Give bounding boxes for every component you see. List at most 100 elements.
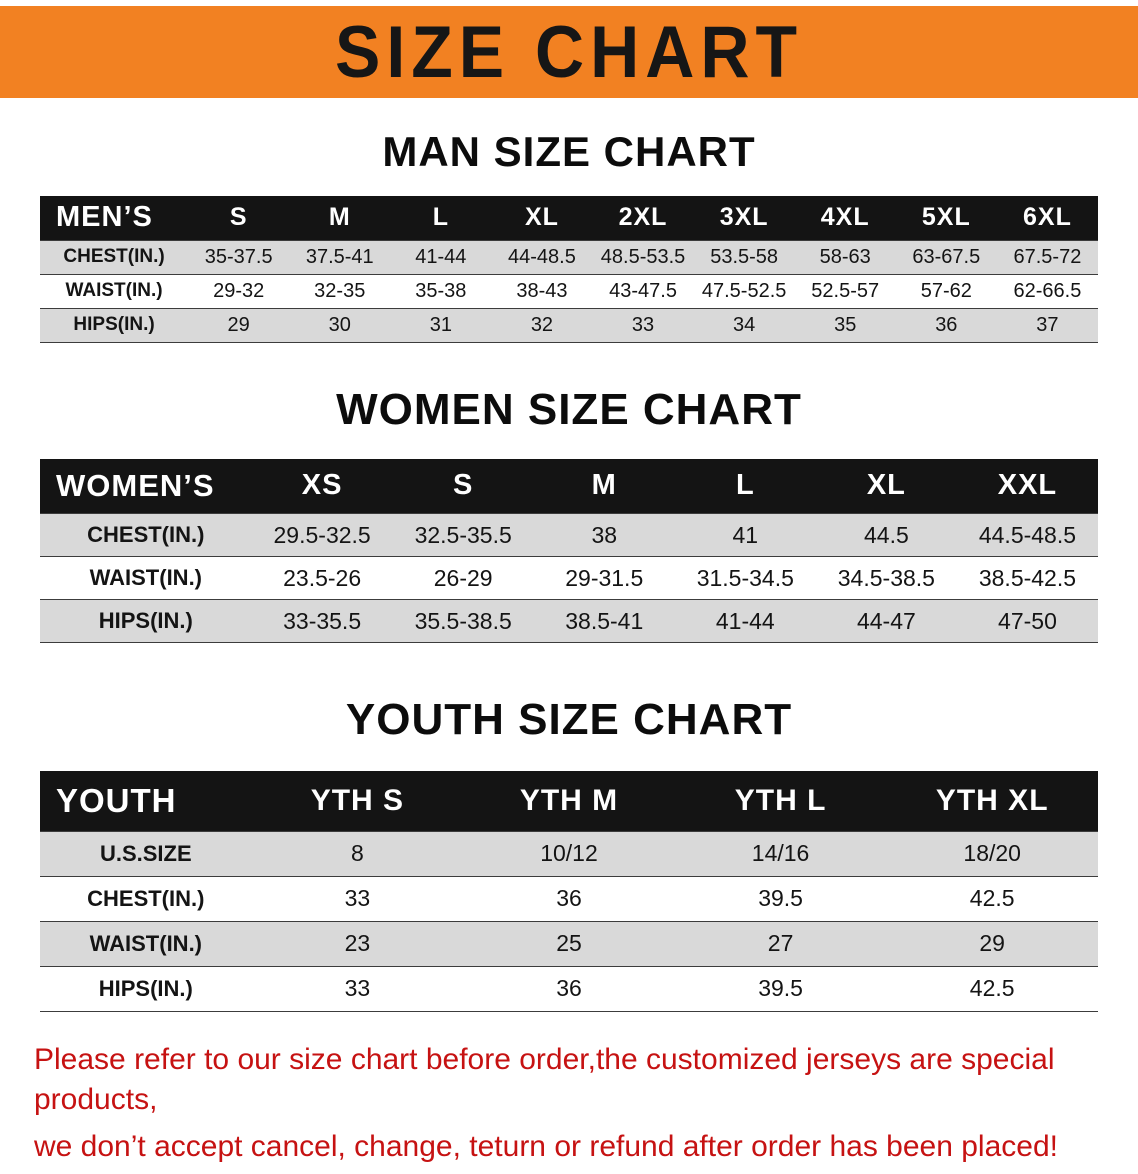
value-cell: 39.5 — [758, 885, 803, 911]
table-title-cell: YOUTH — [40, 771, 252, 831]
value-cell: 27 — [767, 930, 794, 956]
value-cell: 38.5-41 — [565, 607, 644, 634]
value-cell: 37 — [1036, 313, 1059, 336]
value-cell: 29-32 — [213, 279, 265, 302]
men-size-table: MEN’S S M L XL 2XL 3XL 4XL 5XL 6XL CHEST(IN.) 35-37… — [40, 196, 1098, 343]
size-header-cell: XL — [815, 458, 957, 514]
value-cell: 47-50 — [998, 607, 1057, 634]
value-cell: 30 — [328, 313, 351, 336]
table-title-cell: WOMEN’S — [40, 458, 252, 514]
row-label-cell: WAIST(IN.) — [89, 565, 203, 590]
value-cell: 14/16 — [751, 840, 810, 866]
disclaimer-line-1: Please refer to our size chart before or… — [34, 1042, 1055, 1116]
size-header-cell: 5XL — [895, 196, 997, 240]
row-label-cell: WAIST(IN.) — [65, 280, 163, 301]
value-cell: 52.5-57 — [811, 279, 880, 302]
row-label-cell: WAIST(IN.) — [89, 930, 203, 956]
value-cell: 32.5-35.5 — [414, 521, 512, 548]
value-cell: 29-31.5 — [565, 564, 644, 591]
value-cell: 38.5-42.5 — [978, 564, 1077, 591]
size-header-cell: S — [188, 196, 290, 240]
measurement-row: HIPS(IN.) 33 36 39.5 42.5 — [40, 966, 1098, 1011]
value-cell: 23.5-26 — [283, 564, 362, 591]
men-table-wrap: MEN’S S M L XL 2XL 3XL 4XL 5XL 6XL CHEST(IN.) 35-37… — [40, 196, 1098, 343]
value-cell: 23 — [344, 930, 371, 956]
value-cell: 34 — [733, 313, 756, 336]
measurement-row: WAIST(IN.) 29-32 32-35 35-38 38-43 43-47.5 47.… — [40, 274, 1098, 308]
value-cell: 44-47 — [856, 607, 916, 634]
row-label-cell: CHEST(IN.) — [87, 885, 205, 911]
value-cell: 63-67.5 — [912, 245, 981, 268]
women-size-table: WOMEN’S XS S M L XL XXL CHEST(IN.) 29.5-32.5 32.5… — [40, 458, 1098, 644]
measurement-row: HIPS(IN.) 29 30 31 32 33 34 35 36 37 — [40, 308, 1098, 342]
section-youth: YOUTH SIZE CHART YOUTH YTH S YTH M YTH L YTH… — [0, 695, 1138, 1012]
value-cell: 10/12 — [540, 840, 598, 866]
banner: SIZE CHART — [0, 6, 1138, 98]
value-cell: 36 — [556, 975, 582, 1001]
size-header-cell: M — [533, 458, 675, 514]
row-label-cell: CHEST(IN.) — [63, 246, 165, 267]
value-cell: 31 — [429, 313, 452, 336]
size-header-cell: YTH XL — [886, 771, 1098, 831]
value-cell: 26-29 — [433, 564, 493, 591]
page-title: SIZE CHART — [335, 10, 803, 94]
size-header-cell: L — [674, 458, 816, 514]
men-section-heading: MAN SIZE CHART — [382, 128, 756, 175]
value-cell: 8 — [350, 840, 364, 866]
size-header-cell: XL — [491, 196, 593, 240]
measurement-row: CHEST(IN.) 35-37.5 37.5-41 41-44 44-48.5 48.5… — [40, 240, 1098, 274]
value-cell: 58-63 — [819, 245, 871, 268]
disclaimer: Please refer to our size chart before or… — [34, 1040, 1118, 1167]
value-cell: 41 — [732, 521, 759, 548]
row-label-cell: U.S.SIZE — [99, 840, 192, 866]
women-section-heading: WOMEN SIZE CHART — [336, 384, 802, 434]
women-table-wrap: WOMEN’S XS S M L XL XXL CHEST(IN.) 29.5-32.5 32.5… — [40, 458, 1098, 644]
value-cell: 43-47.5 — [609, 279, 677, 302]
value-cell: 37.5-41 — [305, 245, 374, 268]
value-cell: 57-62 — [920, 279, 972, 302]
measurement-row: WAIST(IN.) 23 25 27 29 — [40, 921, 1098, 966]
size-header-cell: YTH L — [674, 771, 887, 831]
value-cell: 38-43 — [516, 279, 568, 302]
value-cell: 33 — [344, 975, 371, 1001]
size-header-cell: YTH S — [251, 771, 464, 831]
value-cell: 29 — [979, 930, 1005, 956]
value-cell: 35.5-38.5 — [414, 607, 512, 634]
table-title-cell: MEN’S — [40, 196, 189, 240]
value-cell: 41-44 — [715, 607, 775, 634]
value-cell: 62-66.5 — [1013, 279, 1082, 302]
row-label-cell: HIPS(IN.) — [98, 608, 193, 633]
value-cell: 48.5-53.5 — [600, 245, 686, 268]
value-cell: 42.5 — [969, 975, 1015, 1001]
value-cell: 44.5 — [863, 521, 909, 548]
value-cell: 44-48.5 — [508, 245, 576, 268]
measurement-row: WAIST(IN.) 23.5-26 26-29 29-31.5 31.5-34.5 34… — [40, 556, 1098, 600]
value-cell: 18/20 — [963, 840, 1021, 866]
size-header-cell: 2XL — [592, 196, 694, 240]
value-cell: 29.5-32.5 — [273, 521, 371, 548]
value-cell: 39.5 — [758, 975, 803, 1001]
value-cell: 33 — [631, 313, 655, 336]
value-cell: 34.5-38.5 — [837, 564, 935, 591]
value-cell: 44.5-48.5 — [978, 521, 1077, 548]
measurement-row: U.S.SIZE 8 10/12 14/16 18/20 — [40, 831, 1098, 876]
youth-size-table: YOUTH YTH S YTH M YTH L YTH XL U.S.SIZE 8 10/12… — [40, 771, 1098, 1012]
value-cell: 32 — [530, 313, 554, 336]
section-women: WOMEN SIZE CHART WOMEN’S XS S M L XL XXL CHEST(… — [0, 385, 1138, 644]
value-cell: 42.5 — [969, 885, 1015, 911]
table-header-row: MEN’S S M L XL 2XL 3XL 4XL 5XL 6XL — [40, 196, 1098, 240]
size-header-cell: M — [289, 196, 391, 240]
value-cell: 41-44 — [415, 245, 467, 268]
value-cell: 36 — [935, 313, 958, 336]
value-cell: 33-35.5 — [283, 607, 362, 634]
value-cell: 29 — [227, 313, 250, 336]
size-header-cell: 4XL — [794, 196, 896, 240]
value-cell: 36 — [556, 885, 582, 911]
youth-section-heading: YOUTH SIZE CHART — [345, 695, 793, 744]
value-cell: 47.5-52.5 — [701, 279, 787, 302]
value-cell: 35-38 — [415, 279, 467, 302]
size-header-cell: 3XL — [693, 196, 795, 240]
measurement-row: CHEST(IN.) 29.5-32.5 32.5-35.5 38 41 44.5 44.5… — [40, 513, 1098, 557]
value-cell: 38 — [591, 521, 618, 548]
